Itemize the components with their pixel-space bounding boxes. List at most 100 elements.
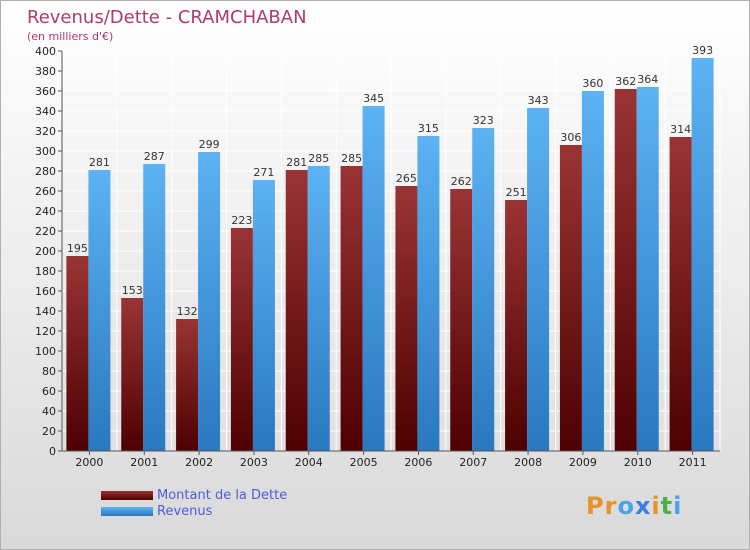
logo-letter: t [660,492,674,520]
bar-dette-2008 [505,200,528,451]
data-label: 343 [528,94,549,107]
y-tick-label: 160 [35,285,56,298]
y-tick-label: 0 [49,445,56,458]
bar-dette-2003 [230,228,253,451]
bar-dette-2000 [66,256,89,451]
data-label: 195 [67,242,88,255]
data-label: 251 [506,186,527,199]
y-tick-label: 340 [35,105,56,118]
bar-dette-2005 [340,166,363,451]
x-tick-label: 2002 [185,456,213,469]
data-label: 285 [341,152,362,165]
bar-dette-2007 [450,189,473,451]
y-tick-label: 260 [35,185,56,198]
data-label: 299 [199,138,220,151]
y-tick-label: 300 [35,145,56,158]
bar-revenus-2004 [307,166,330,451]
bar-dette-2009 [559,145,582,451]
logo-letter: r [604,492,618,520]
bar-revenus-2001 [143,164,166,451]
bar-revenus-2011 [691,58,714,451]
bar-dette-2004 [285,170,308,451]
data-label: 315 [418,122,439,135]
data-label: 345 [363,92,384,105]
bar-revenus-2010 [636,87,659,451]
data-label: 281 [286,156,307,169]
legend-label-revenus: Revenus [157,503,213,519]
x-tick-label: 2005 [350,456,378,469]
x-tick-label: 2008 [514,456,542,469]
legend-label-dette: Montant de la Dette [157,487,288,503]
data-label: 265 [396,172,417,185]
data-label: 285 [308,152,329,165]
data-label: 364 [637,73,658,86]
legend-swatch-dette [101,490,153,500]
data-label: 362 [615,75,636,88]
x-tick-label: 2001 [130,456,158,469]
y-tick-label: 240 [35,205,56,218]
data-label: 323 [473,114,494,127]
y-tick-label: 200 [35,245,56,258]
logo-letter: x [634,492,652,520]
bar-revenus-2008 [527,108,550,451]
y-tick-label: 220 [35,225,56,238]
legend-swatch-revenus [101,506,153,516]
y-tick-label: 40 [42,405,56,418]
y-tick-label: 360 [35,85,56,98]
bar-revenus-2007 [472,128,495,451]
x-tick-label: 2006 [404,456,432,469]
bar-dette-2001 [121,298,144,451]
y-tick-label: 320 [35,125,56,138]
y-tick-label: 140 [35,305,56,318]
bar-dette-2006 [395,186,418,451]
data-label: 393 [692,44,713,57]
chart-title: Revenus/Dette - CRAMCHABAN [27,7,307,28]
bar-revenus-2003 [252,180,275,451]
x-tick-label: 2004 [295,456,323,469]
logo-letter: i [673,492,683,520]
data-label: 223 [231,214,252,227]
data-label: 360 [582,77,603,90]
y-tick-label: 400 [35,45,56,58]
bar-revenus-2009 [581,91,604,451]
x-tick-label: 2007 [459,456,487,469]
data-label: 132 [177,305,198,318]
bar-revenus-2006 [417,136,440,451]
y-tick-label: 120 [35,325,56,338]
legend-item-dette: Montant de la Dette [101,487,287,503]
y-tick-label: 80 [42,365,56,378]
bar-dette-2002 [176,319,199,451]
x-tick-label: 2003 [240,456,268,469]
bar-revenus-2000 [88,170,111,451]
bar-revenus-2005 [362,106,385,451]
y-tick-label: 20 [42,425,56,438]
data-label: 314 [670,123,691,136]
data-label: 287 [144,150,165,163]
y-tick-label: 100 [35,345,56,358]
legend: Montant de la Dette Revenus [101,487,287,519]
logo-letter: o [617,492,635,520]
y-tick-label: 380 [35,65,56,78]
data-label: 306 [560,131,581,144]
data-label: 153 [122,284,143,297]
x-tick-label: 2010 [624,456,652,469]
proxiti-logo: Proxiti [586,492,682,520]
x-tick-label: 2000 [75,456,103,469]
bar-dette-2011 [669,137,692,451]
chart-subtitle: (en milliers d'€) [27,30,114,43]
data-label: 271 [253,166,274,179]
legend-item-revenus: Revenus [101,503,287,519]
data-label: 281 [89,156,110,169]
y-tick-label: 180 [35,265,56,278]
data-label: 262 [451,175,472,188]
y-tick-label: 280 [35,165,56,178]
y-tick-label: 60 [42,385,56,398]
logo-letter: P [586,492,605,520]
bar-revenus-2002 [198,152,221,451]
x-tick-label: 2011 [679,456,707,469]
logo-letter: i [651,492,661,520]
x-tick-label: 2009 [569,456,597,469]
bar-dette-2010 [614,89,637,451]
